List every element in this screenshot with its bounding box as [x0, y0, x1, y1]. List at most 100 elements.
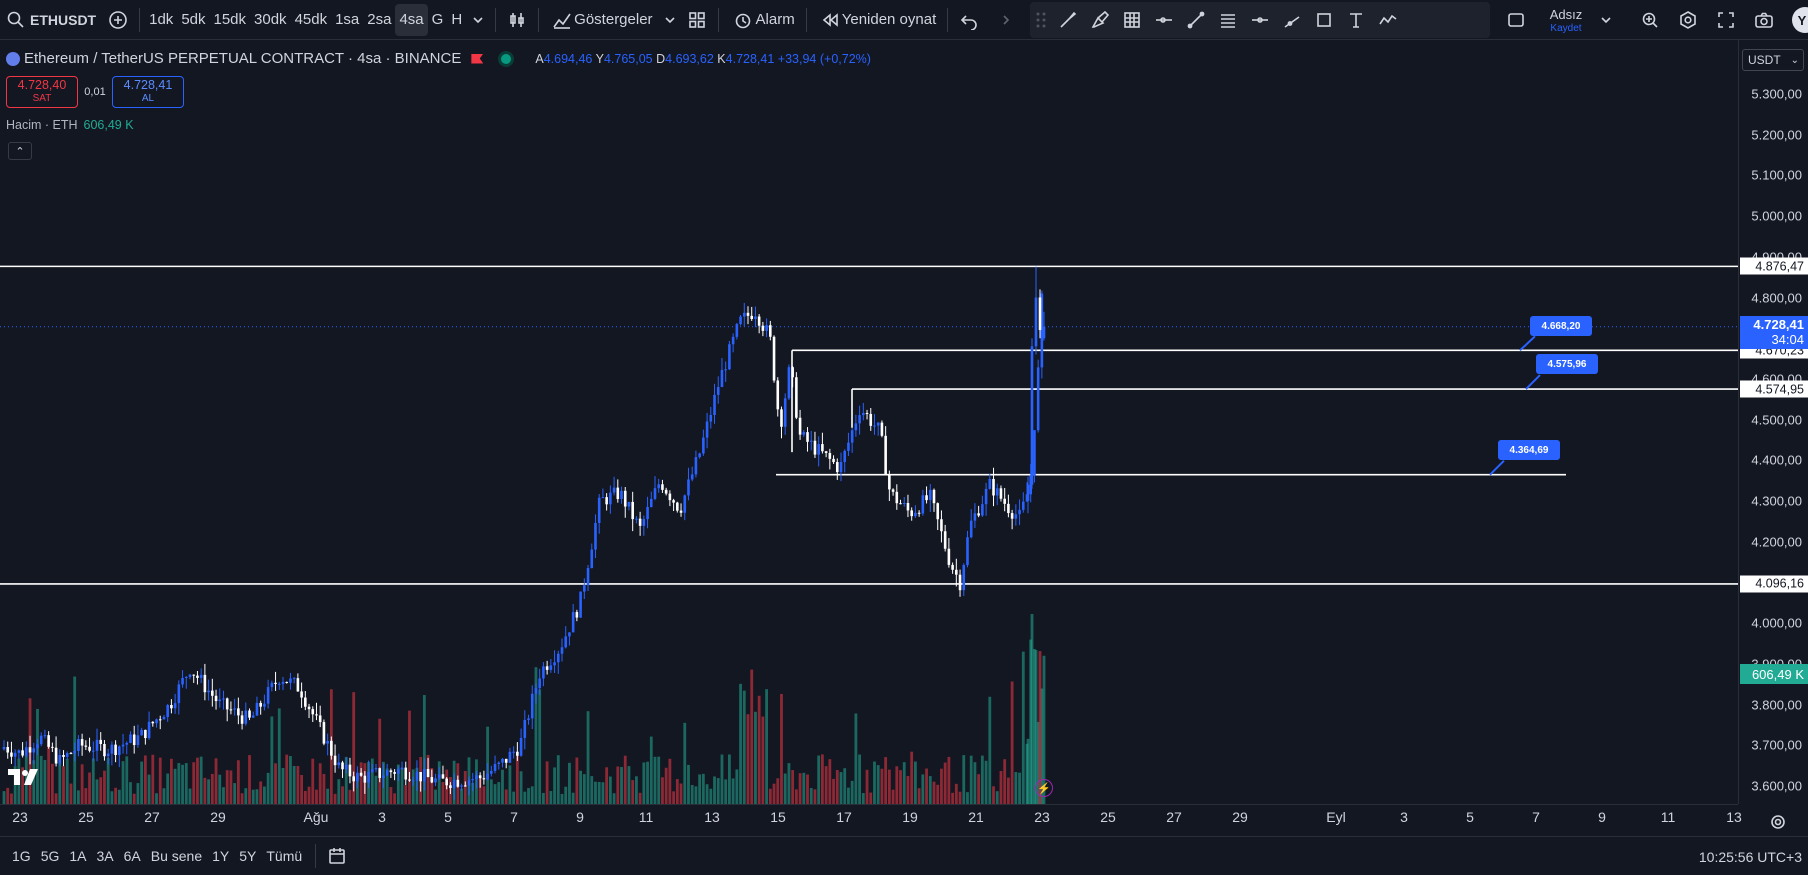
templates-icon[interactable]: [681, 4, 713, 36]
volume-legend[interactable]: Hacim · ETH 606,49 K: [6, 118, 134, 132]
candles-icon[interactable]: [501, 4, 533, 36]
candle-body: [579, 591, 582, 618]
ohlc-values: A4.694,46 Y4.765,05 D4.693,62 K4.728,41 …: [535, 51, 871, 66]
interval-5dk[interactable]: 5dk: [181, 11, 206, 28]
volume-bar: [248, 755, 251, 804]
range-1a[interactable]: 1A: [69, 848, 87, 864]
volume-axis-label: 606,49 K: [1740, 664, 1808, 684]
settings-gear-icon[interactable]: [1672, 4, 1704, 36]
add-symbol-icon[interactable]: [102, 4, 134, 36]
drag-handle-icon[interactable]: [1030, 4, 1052, 36]
range-3a[interactable]: 3A: [96, 848, 114, 864]
volume-bar: [54, 793, 58, 804]
currency-select[interactable]: USDT ⌄: [1742, 49, 1804, 71]
volume-bar: [47, 740, 51, 804]
current-price-label[interactable]: 4.728,41 34:04: [1740, 315, 1808, 349]
range-5g[interactable]: 5G: [40, 848, 60, 864]
chevron-down-icon[interactable]: [466, 4, 490, 36]
sell-button[interactable]: 4.728,40 SAT: [6, 76, 78, 108]
level-price-label[interactable]: 4.574,95: [1740, 380, 1808, 398]
candle-body: [437, 774, 441, 779]
parallel-channel-icon[interactable]: [1212, 4, 1244, 36]
interval-1sa[interactable]: 1sa: [335, 11, 360, 28]
layout-square-icon[interactable]: [1500, 4, 1532, 36]
candle-body: [47, 735, 50, 747]
time-tick: 25: [78, 809, 94, 825]
symbol-title[interactable]: Ethereum / TetherUS PERPETUAL CONTRACT ·…: [24, 50, 462, 67]
volume-bar: [411, 769, 415, 804]
symbol-search[interactable]: ETHUSDT: [0, 4, 102, 36]
indicators-button[interactable]: Göstergeler: [544, 4, 658, 36]
candle-body: [244, 710, 248, 724]
redo-icon[interactable]: [985, 4, 1017, 36]
alarm-button[interactable]: Alarm: [724, 4, 801, 36]
lightning-icon[interactable]: ⚡: [1035, 779, 1053, 797]
interval-30dk[interactable]: 30dk: [254, 11, 287, 28]
flag-icon[interactable]: [471, 53, 484, 64]
chevron-down-icon[interactable]: [1594, 4, 1618, 36]
range-5y[interactable]: 5Y: [239, 848, 257, 864]
clock[interactable]: 10:25:56 UTC+3: [1698, 849, 1802, 865]
level-price-label[interactable]: 4.876,47: [1740, 257, 1808, 275]
fullscreen-icon[interactable]: [1710, 4, 1742, 36]
buy-button[interactable]: 4.728,41 AL: [112, 76, 184, 108]
highlighter-icon[interactable]: [1084, 4, 1116, 36]
price-axis[interactable]: 5.300,00 5.200,00 5.100,00 5.000,00 4.900,00…: [1738, 40, 1808, 804]
candle-body: [490, 770, 493, 774]
candle-body: [330, 740, 333, 756]
collapse-legend-button[interactable]: ⌃: [8, 142, 32, 160]
axis-settings-icon[interactable]: [1762, 806, 1794, 838]
range-bu-sene[interactable]: Bu sene: [150, 848, 203, 864]
interval-45dk[interactable]: 45dk: [294, 11, 328, 28]
volume-bar: [709, 788, 713, 804]
candle-body: [13, 752, 17, 757]
trend-line-icon[interactable]: [1180, 4, 1212, 36]
volume-bar: [289, 756, 292, 804]
horizontal-ray-icon[interactable]: [1148, 4, 1180, 36]
volume-bar: [966, 792, 969, 804]
date-range-icon[interactable]: [321, 840, 353, 872]
grid-tool-icon[interactable]: [1116, 4, 1148, 36]
interval-G[interactable]: G: [431, 11, 444, 28]
chevron-down-icon[interactable]: [659, 4, 681, 36]
chart-canvas[interactable]: [0, 40, 1738, 804]
brush-icon[interactable]: [1052, 4, 1084, 36]
interval-4sa[interactable]: 4sa: [395, 3, 428, 36]
candle-body: [858, 415, 861, 424]
text-tool-icon[interactable]: [1340, 4, 1372, 36]
symbol-legend: Ethereum / TetherUS PERPETUAL CONTRACT ·…: [6, 50, 871, 67]
layout-name[interactable]: Adsız Kaydet: [1546, 8, 1586, 36]
price-callout[interactable]: 4.364,69: [1498, 440, 1560, 460]
range-tümü[interactable]: Tümü: [266, 848, 303, 864]
horizontal-line-icon[interactable]: [1244, 4, 1276, 36]
replay-button[interactable]: Yeniden oynat: [812, 4, 943, 36]
spread-value: 0,01: [84, 86, 106, 98]
candle-body: [616, 487, 620, 500]
tradingview-logo[interactable]: [6, 766, 42, 788]
volume-bar: [869, 792, 873, 804]
range-1y[interactable]: 1Y: [212, 848, 230, 864]
price-callout[interactable]: 4.668,20: [1530, 316, 1592, 336]
interval-15dk[interactable]: 15dk: [213, 11, 247, 28]
level-price-label[interactable]: 4.096,16: [1740, 575, 1808, 593]
volume-bar: [623, 755, 627, 804]
user-avatar[interactable]: Y: [1792, 7, 1808, 33]
rectangle-icon[interactable]: [1308, 4, 1340, 36]
ray-icon[interactable]: [1276, 4, 1308, 36]
volume-bar: [772, 783, 776, 804]
interval-1dk[interactable]: 1dk: [149, 11, 174, 28]
camera-icon[interactable]: [1748, 4, 1780, 36]
candle-body: [326, 740, 329, 744]
candle-body: [374, 768, 378, 770]
path-tool-icon[interactable]: [1372, 4, 1404, 36]
undo-icon[interactable]: [953, 4, 985, 36]
price-callout[interactable]: 4.575,96: [1536, 354, 1598, 374]
candle-body: [144, 729, 147, 739]
range-6a[interactable]: 6A: [123, 848, 141, 864]
candle-body: [2, 746, 6, 750]
range-1g[interactable]: 1G: [12, 848, 31, 864]
quick-search-icon[interactable]: [1634, 4, 1666, 36]
time-axis[interactable]: 23 25 27 29 Ağu 3 5 7 9 11 13 15 17 19 21 23 25 27 29 Eyl 3 5…: [0, 804, 1742, 828]
interval-H[interactable]: H: [451, 11, 463, 28]
interval-2sa[interactable]: 2sa: [367, 11, 392, 28]
